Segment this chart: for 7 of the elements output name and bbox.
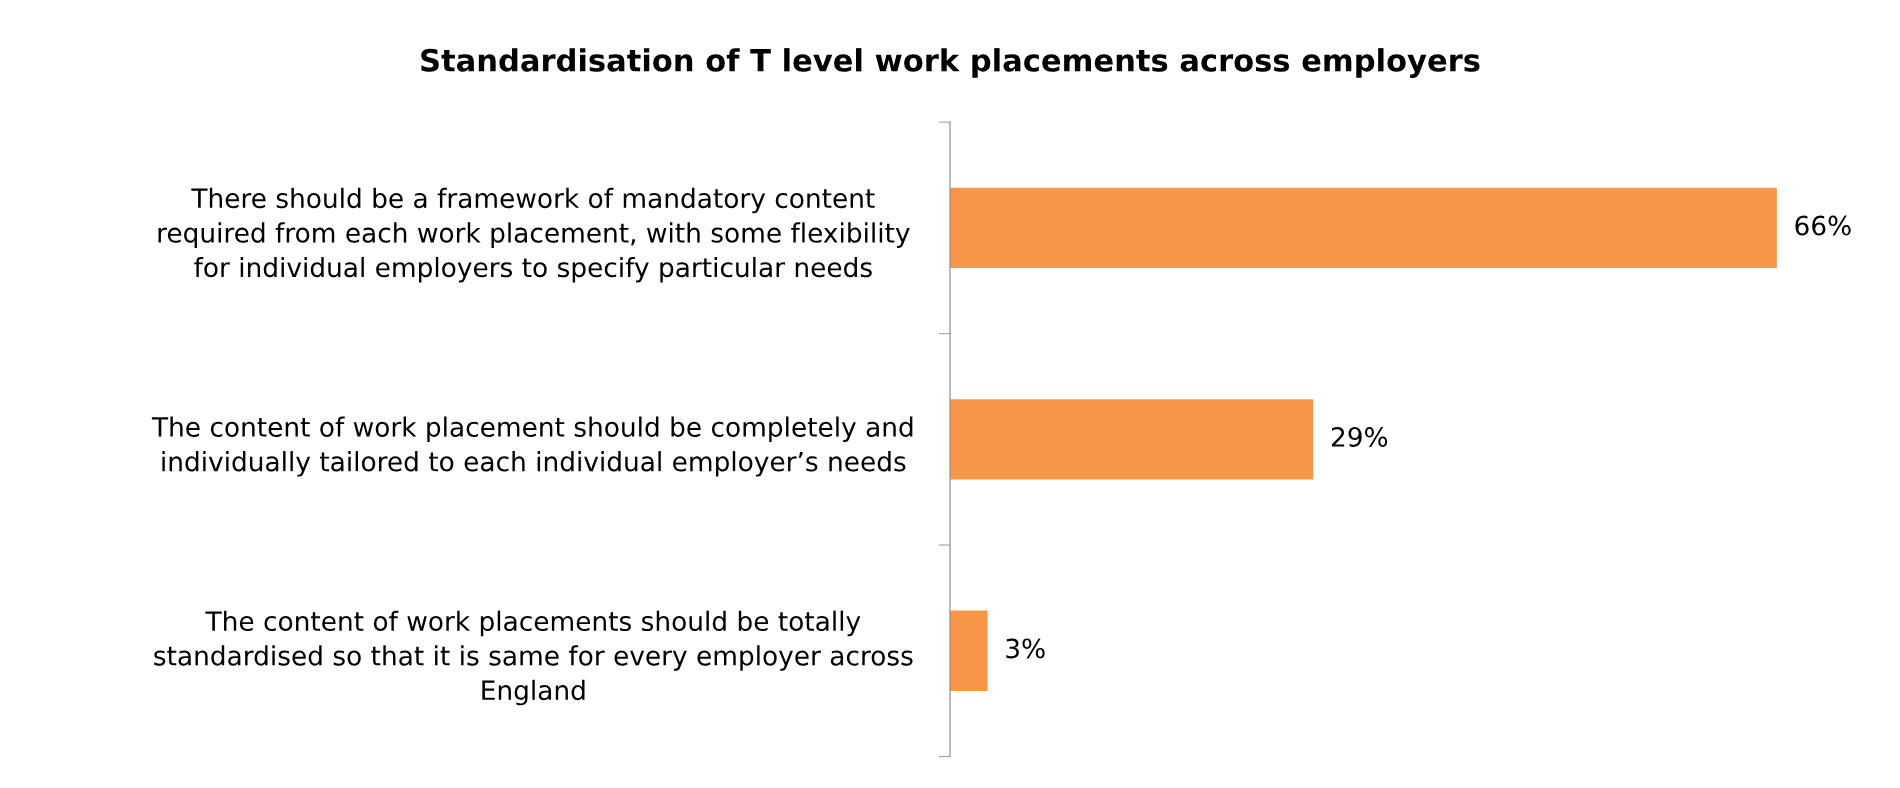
y-tick-label: There should be a framework of mandatory content required from each work placement, with some flexibility for individual employers to specify particular needs: [158, 187, 910, 283]
y-tick-label: The content of work placements should be totally standardised so that it is same for every employer across England: [154, 610, 913, 706]
y-tick-label: The content of work placement should be completely and individually tailored to each individual employer’s needs: [151, 416, 913, 477]
chart-title: Standardisation of T level work placements across employers: [421, 48, 1480, 78]
data-label: 3%: [1006, 638, 1045, 659]
data-label: 66%: [1795, 215, 1851, 236]
data-label: 29%: [1331, 427, 1388, 447]
